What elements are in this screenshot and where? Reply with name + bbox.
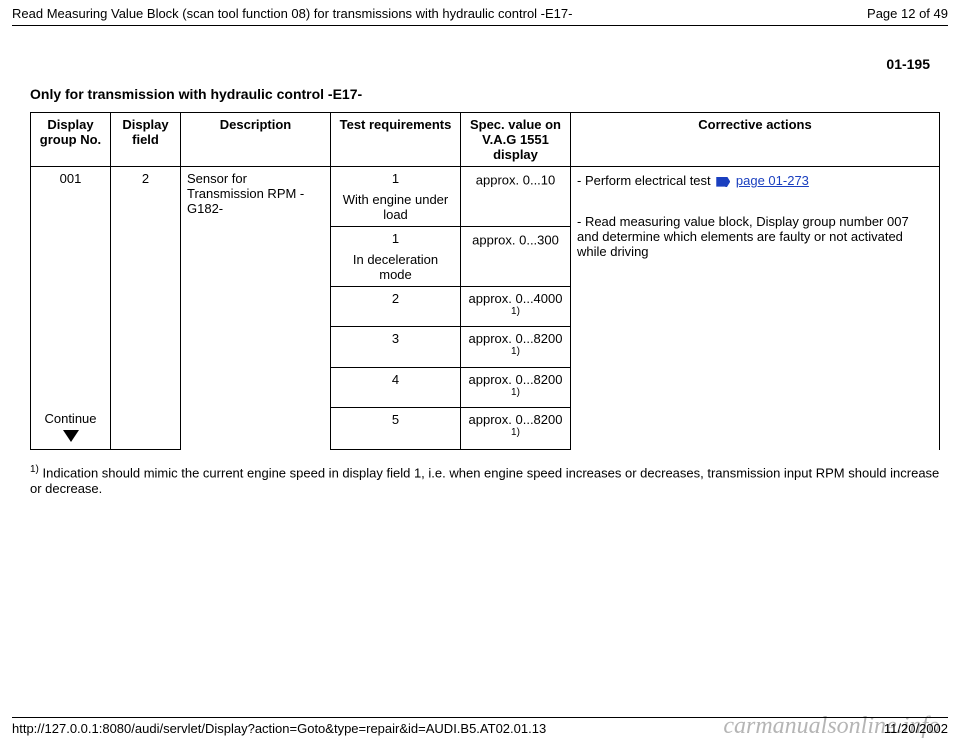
spec-text: approx. 0...300 [472,232,559,247]
col-test-requirements: Test requirements [331,113,461,167]
spec-text: approx. 0...8200 [469,412,563,427]
table-row: 001 2 Sensor for Transmission RPM -G182-… [31,167,940,227]
page-header: Read Measuring Value Block (scan tool fu… [0,0,960,25]
cell-spec: approx. 0...8200 1) [461,327,571,367]
cell-test-req: 1 In deceleration mode [331,227,461,287]
footnote: 1) Indication should mimic the current e… [0,450,960,495]
test-mode: In deceleration mode [337,252,454,282]
col-description: Description [181,113,331,167]
table-header-row: Display group No. Display field Descript… [31,113,940,167]
cell-test-req: 3 [331,327,461,367]
col-spec-value: Spec. value on V.A.G 1551 display [461,113,571,167]
cell-spec: approx. 0...10 [461,167,571,227]
arrow-right-icon [716,177,730,187]
cell-test-req: 1 With engine under load [331,167,461,227]
document-title: Read Measuring Value Block (scan tool fu… [12,6,572,21]
data-table: Display group No. Display field Descript… [30,112,940,450]
spec-text: approx. 0...10 [476,172,556,187]
action-row: - Perform electrical test page 01-273 [577,173,933,188]
cell-actions: - Perform electrical test page 01-273 - … [571,167,940,450]
footer-url: http://127.0.0.1:8080/audi/servlet/Displ… [12,721,546,736]
page-number: Page 12 of 49 [867,6,948,21]
page-footer: http://127.0.0.1:8080/audi/servlet/Displ… [12,717,948,736]
col-display-group-no: Display group No. [31,113,111,167]
footer-rule [12,717,948,718]
spec-sup: 1) [511,346,520,357]
empty-cell [111,407,181,450]
chevron-down-icon [63,430,79,442]
action-text: - Read measuring value block, Display gr… [577,214,909,259]
action-link[interactable]: page 01-273 [736,173,809,188]
spec-sup: 1) [511,306,520,317]
footer-date: 11/20/2002 [884,721,948,736]
action-text: - Perform electrical test [577,173,714,188]
col-display-field: Display field [111,113,181,167]
spec-sup: 1) [511,427,520,438]
cell-spec: approx. 0...300 [461,227,571,287]
cell-test-req: 5 [331,407,461,450]
cell-spec: approx. 0...8200 1) [461,407,571,450]
data-table-wrap: Display group No. Display field Descript… [0,112,960,450]
cell-spec: approx. 0...8200 1) [461,367,571,407]
spec-sup: 1) [511,387,520,398]
test-num: 1 [392,171,399,186]
cell-spec: approx. 0...4000 1) [461,287,571,327]
cell-test-req: 4 [331,367,461,407]
footnote-sup: 1) [30,464,39,475]
section-title: Only for transmission with hydraulic con… [0,86,960,102]
spec-text: approx. 0...4000 [469,291,563,306]
cell-display-field: 2 [111,167,181,408]
col-corrective-actions: Corrective actions [571,113,940,167]
action-row: - Read measuring value block, Display gr… [577,214,933,259]
cell-description: Sensor for Transmission RPM -G182- [181,167,331,450]
cell-test-req: 2 [331,287,461,327]
footnote-text: Indication should mimic the current engi… [30,466,939,496]
spec-text: approx. 0...8200 [469,331,563,346]
cell-group-no: 001 [31,167,111,408]
page-code: 01-195 [0,56,960,72]
spec-text: approx. 0...8200 [469,372,563,387]
test-num: 1 [392,231,399,246]
continue-cell: Continue [31,407,111,450]
header-rule [12,25,948,26]
test-mode: With engine under load [337,192,454,222]
continue-label: Continue [37,411,104,426]
